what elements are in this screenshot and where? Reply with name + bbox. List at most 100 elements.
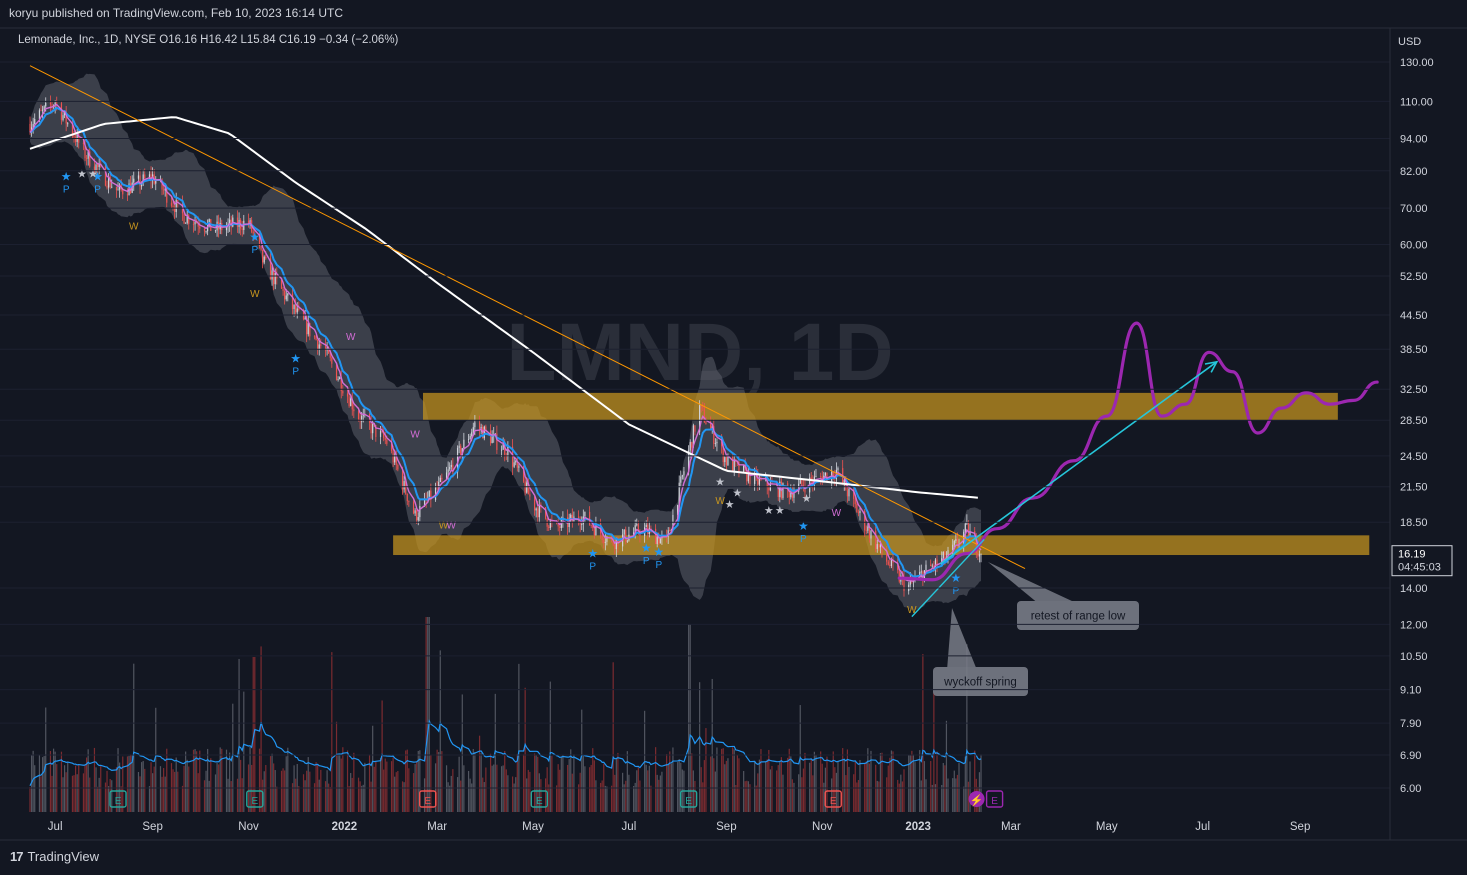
candle-body — [513, 462, 515, 467]
candle-body — [43, 106, 45, 110]
candle — [614, 542, 616, 555]
volume-bar — [54, 751, 56, 812]
candle — [263, 255, 265, 265]
volume-bar — [812, 775, 814, 812]
candle-body — [29, 123, 31, 133]
volume-bar — [732, 747, 734, 812]
candle — [307, 315, 309, 337]
candle-body — [285, 295, 287, 300]
candle-body — [656, 536, 658, 545]
volume-bar — [76, 774, 78, 812]
upcoming-earnings-marker: ⚡ E — [968, 790, 1004, 808]
candle — [434, 482, 437, 502]
candle-body — [516, 461, 518, 468]
time-tick-label: 2022 — [332, 821, 358, 833]
candle-body — [788, 489, 790, 498]
candle-body — [214, 230, 217, 232]
volume-bar — [111, 780, 113, 812]
volume-bar — [886, 777, 888, 812]
candle — [394, 450, 396, 466]
candle — [49, 95, 52, 112]
volume-bar — [139, 776, 141, 812]
candle-body — [284, 290, 286, 300]
candle-body — [274, 273, 276, 285]
volume-bar — [122, 756, 124, 812]
volume-bar — [699, 682, 701, 812]
candle-body — [370, 422, 372, 434]
volume-bar — [84, 765, 86, 812]
price-tick-label: 94.00 — [1400, 134, 1428, 146]
volume-bar — [777, 765, 779, 812]
volume-bar — [320, 769, 322, 812]
volume-bar — [395, 772, 397, 812]
volume-bar — [243, 691, 245, 812]
candle-body — [111, 186, 113, 188]
volume-bar — [285, 756, 287, 812]
volume-bar — [425, 617, 427, 812]
price-tick-label: 24.50 — [1400, 451, 1428, 463]
candle-body — [428, 490, 430, 500]
spring-callout-box — [933, 667, 1028, 696]
candle — [450, 460, 452, 471]
candle-body — [747, 471, 749, 482]
brand[interactable]: 17 TradingView — [10, 849, 99, 864]
volume-bar — [196, 751, 198, 812]
candle-body — [471, 432, 473, 436]
candle-body — [174, 207, 176, 212]
candle — [491, 430, 493, 444]
candle — [680, 470, 682, 488]
volume-bar — [130, 754, 132, 812]
volume-bar — [658, 779, 660, 812]
candle — [98, 156, 100, 175]
volume-bar — [705, 728, 707, 812]
candle-body — [601, 533, 603, 540]
volume-bar — [647, 770, 649, 812]
volume-bar — [892, 751, 894, 812]
volume-bar — [461, 694, 463, 812]
candle — [414, 508, 416, 516]
candle — [412, 497, 415, 515]
candle — [515, 459, 517, 466]
candle-body — [936, 559, 938, 565]
volume-bar — [274, 770, 276, 812]
volume-bar — [295, 778, 297, 812]
candle-body — [236, 217, 239, 227]
candle-body — [625, 529, 627, 542]
volume-bar — [529, 771, 531, 812]
candle-body — [925, 564, 927, 571]
volume-bar — [284, 770, 286, 812]
volume-bar — [104, 782, 107, 812]
volume-bar — [188, 766, 190, 812]
candle — [714, 438, 716, 447]
candle — [150, 166, 152, 189]
volume-bar — [346, 750, 349, 812]
volume-bar — [537, 756, 539, 812]
candle-body — [779, 481, 781, 498]
candle-body — [967, 521, 970, 537]
volume-bar — [831, 778, 833, 812]
candle-body — [328, 347, 330, 354]
earnings-label: E — [424, 796, 431, 807]
candle-body — [249, 220, 251, 223]
volume-bar — [40, 776, 42, 812]
candle — [669, 527, 671, 532]
candle — [538, 499, 540, 523]
volume-bar — [522, 754, 525, 812]
volume-bar — [779, 761, 781, 812]
retest-callout: retest of range low — [988, 562, 1139, 630]
price-tick-label: 70.00 — [1400, 203, 1428, 215]
candle-body — [430, 490, 432, 500]
volume-bar — [920, 780, 922, 812]
candle — [886, 545, 888, 566]
time-tick-label: Sep — [716, 821, 736, 833]
volume-bar — [489, 753, 492, 812]
symbol-legend[interactable]: Lemonade, Inc., 1D, NYSE O16.16 H16.42 L… — [18, 34, 399, 46]
volume-bar — [172, 769, 174, 812]
volume-bar — [628, 774, 630, 812]
price-tick-label: 14.00 — [1400, 583, 1428, 595]
volume-bar — [269, 756, 272, 812]
candle-body — [197, 223, 199, 227]
pivot-star-icon: ★ — [249, 230, 260, 244]
